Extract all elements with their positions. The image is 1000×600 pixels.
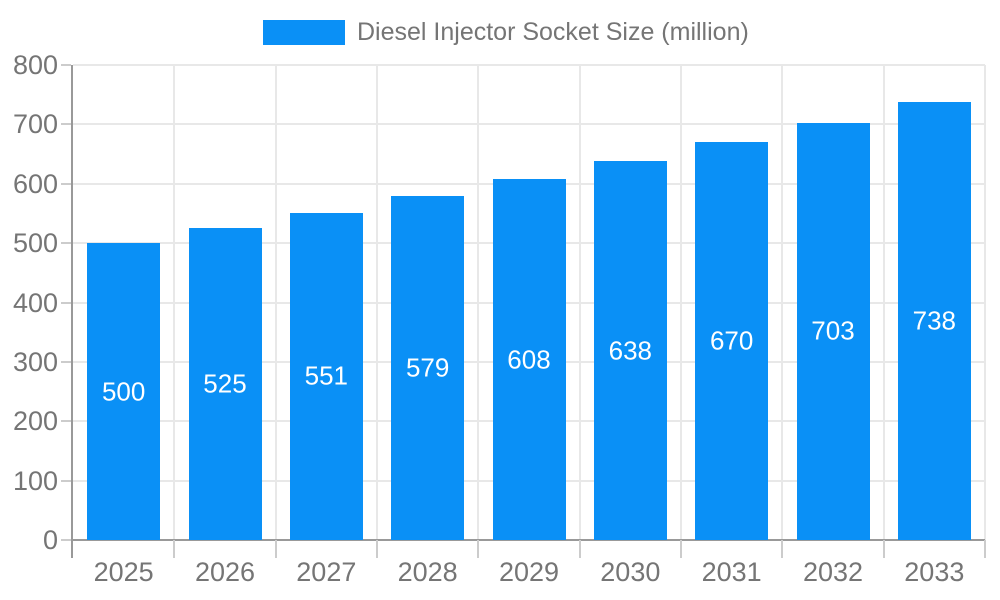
plot-area: 0 100 200 300 400 500 600 700 800 500 2025 525 2026 5… [13, 51, 986, 587]
x-axis-label: 2033 [904, 557, 965, 587]
gridline-horizontal [73, 123, 985, 126]
x-axis-label: 2032 [802, 557, 864, 587]
gridline-horizontal [73, 64, 985, 66]
x-axis-tick [173, 540, 176, 558]
gridline-vertical [984, 65, 986, 540]
y-axis-tick [61, 301, 71, 304]
x-axis-tick [882, 540, 885, 558]
x-axis-label: 2028 [397, 557, 458, 587]
x-axis-label: 2027 [296, 557, 357, 587]
bar[interactable]: 738 [897, 101, 971, 540]
gridline-vertical [781, 65, 784, 540]
legend-swatch-icon [263, 20, 345, 45]
bar-value-label: 551 [304, 360, 349, 391]
y-axis-tick [61, 360, 71, 363]
x-axis-tick [984, 540, 986, 558]
bar-value-label: 579 [405, 352, 450, 383]
bar[interactable]: 500 [87, 243, 161, 540]
y-axis-tick [61, 420, 71, 423]
y-axis-label: 500 [12, 228, 58, 259]
bar-value-label: 638 [608, 335, 653, 366]
bar-value-label: 525 [203, 368, 247, 399]
x-axis-tick [680, 540, 682, 558]
gridline-vertical [882, 65, 885, 540]
y-axis-tick [61, 479, 71, 482]
x-axis-label: 2029 [498, 557, 560, 587]
y-axis-label: 300 [12, 346, 58, 377]
legend-label: Diesel Injector Socket Size (million) [357, 18, 749, 46]
y-axis-tick [61, 182, 71, 185]
gridline-vertical [680, 65, 682, 540]
bar-value-label: 608 [507, 344, 551, 374]
y-axis-label: 800 [12, 50, 58, 80]
x-axis-tick [477, 540, 480, 558]
y-axis-tick [61, 242, 71, 245]
y-axis-label: 200 [12, 406, 58, 437]
bar[interactable]: 551 [289, 212, 363, 540]
bar-value-label: 500 [101, 376, 146, 407]
x-axis-label: 2031 [701, 557, 762, 587]
y-axis-tick [61, 64, 71, 66]
chart-legend-item[interactable]: Diesel Injector Socket Size (million) [263, 18, 749, 47]
y-axis-label: 700 [12, 109, 58, 140]
gridline-vertical [173, 65, 176, 540]
bar-value-label: 670 [709, 325, 754, 356]
bar[interactable]: 608 [492, 179, 566, 540]
bar[interactable]: 638 [593, 161, 667, 540]
bar-value-label: 738 [912, 305, 957, 336]
y-axis-line [71, 65, 73, 558]
x-axis-label: 2025 [93, 557, 154, 587]
bar[interactable]: 703 [796, 122, 870, 540]
x-axis-tick [578, 540, 581, 558]
y-axis-label: 600 [12, 168, 58, 199]
bar[interactable]: 670 [695, 142, 769, 540]
y-axis-label: 400 [12, 287, 58, 318]
x-axis-tick [376, 540, 378, 558]
gridline-vertical [376, 65, 378, 540]
gridline-vertical [274, 65, 277, 540]
x-axis-tick [781, 540, 784, 558]
gridline-vertical [578, 65, 581, 540]
gridline-vertical [477, 65, 480, 540]
x-axis-label: 2030 [600, 557, 661, 587]
bar[interactable]: 579 [391, 196, 465, 540]
y-axis-label: 100 [12, 465, 58, 496]
bar[interactable]: 525 [188, 228, 262, 540]
y-axis-tick [61, 539, 71, 541]
bar-value-label: 703 [811, 315, 855, 346]
x-axis-tick [274, 540, 277, 558]
x-axis-label: 2026 [194, 557, 256, 587]
x-axis-line [71, 539, 985, 541]
y-axis-tick [61, 123, 71, 126]
y-axis-label: 0 [42, 525, 58, 555]
